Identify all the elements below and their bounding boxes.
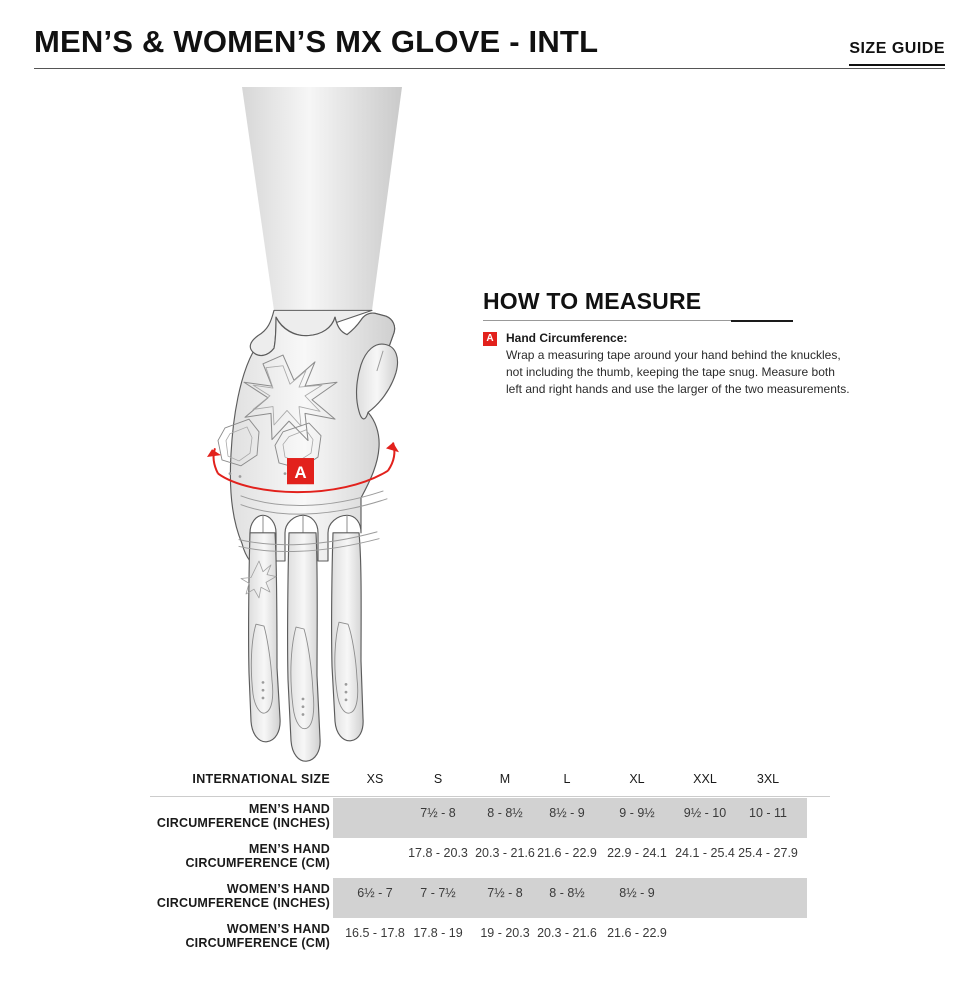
svg-text:A: A <box>294 463 306 482</box>
